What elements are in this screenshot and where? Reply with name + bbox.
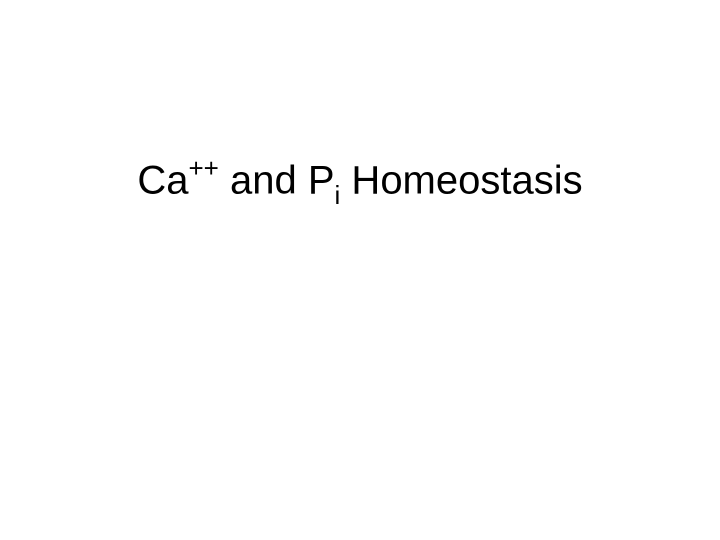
title-text-homeostasis: Homeostasis bbox=[340, 158, 582, 202]
title-text-ca: Ca bbox=[137, 158, 188, 202]
slide-title: Ca++ and Pi Homeostasis bbox=[0, 155, 720, 209]
title-superscript: ++ bbox=[189, 153, 219, 183]
slide-container: Ca++ and Pi Homeostasis bbox=[0, 0, 720, 540]
title-text-and-p: and P bbox=[219, 158, 335, 202]
title-subscript: i bbox=[335, 180, 341, 210]
